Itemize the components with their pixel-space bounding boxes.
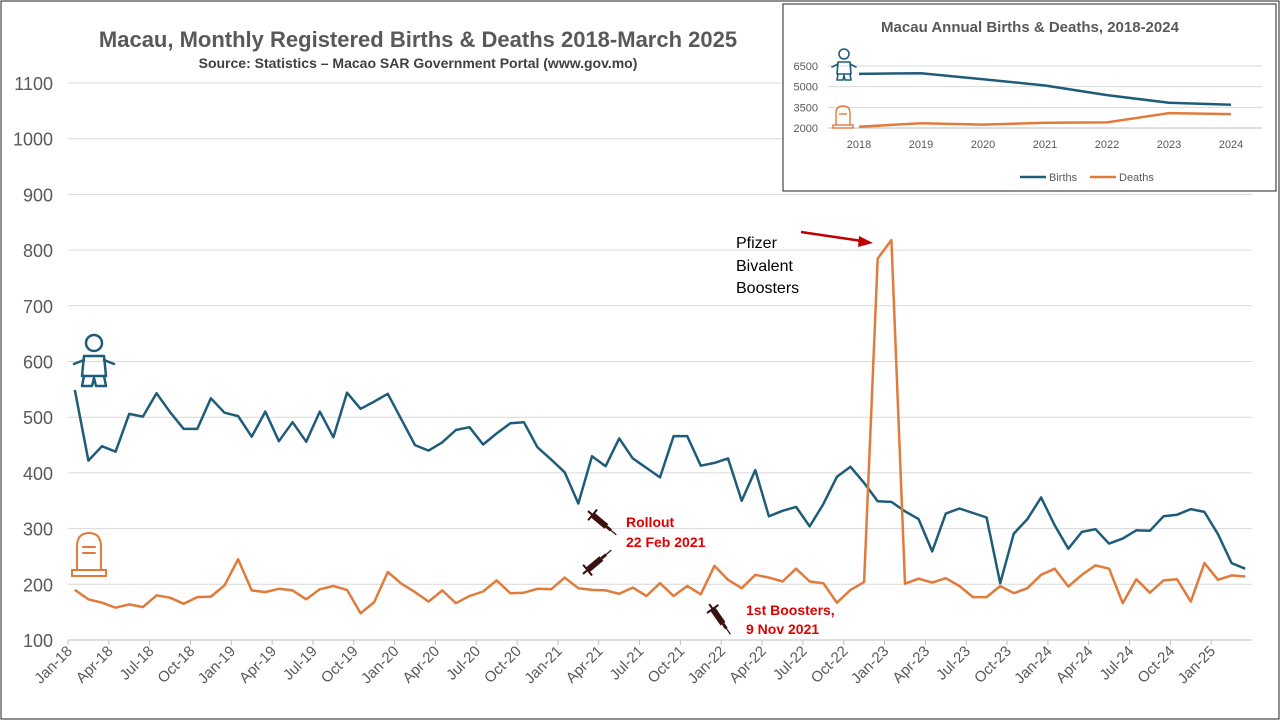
main-gridlines bbox=[68, 82, 1252, 641]
pfizer-annotation-line-2: Bivalent bbox=[736, 258, 793, 275]
legend-label-deaths: Deaths bbox=[1119, 172, 1154, 184]
main-y-tick-label: 500 bbox=[23, 408, 53, 428]
pfizer-annotation: Pfizer Bivalent Boosters bbox=[736, 230, 873, 297]
inset-y-tick-labels: 2000 3500 5000 6500 bbox=[794, 61, 818, 135]
inset-x-tick-labels: 2018 2019 2020 2021 2022 2023 2024 bbox=[847, 139, 1243, 151]
inset-series-line-deaths bbox=[858, 111, 1232, 129]
main-y-tick-label: 1000 bbox=[13, 130, 53, 150]
inset-x-tick-label: 2024 bbox=[1219, 139, 1243, 151]
gravestone-icon bbox=[71, 531, 107, 577]
boosters-annotation-line-1: 1st Boosters, bbox=[746, 602, 835, 618]
inset-x-tick-label: 2023 bbox=[1157, 139, 1181, 151]
main-chart-title: Macau, Monthly Registered Births & Death… bbox=[99, 27, 737, 52]
main-y-tick-label: 100 bbox=[23, 631, 53, 651]
inset-chart: Macau Annual Births & Deaths, 2018-2024 … bbox=[782, 3, 1277, 192]
inset-y-tick-label: 3500 bbox=[794, 102, 818, 114]
pfizer-annotation-line-3: Boosters bbox=[736, 280, 799, 297]
syringe-icon bbox=[582, 549, 612, 577]
rollout-annotation-line-2: 22 Feb 2021 bbox=[626, 534, 706, 550]
main-y-tick-label: 800 bbox=[23, 241, 53, 261]
inset-y-tick-label: 5000 bbox=[794, 82, 818, 94]
inset-series-lines bbox=[858, 71, 1232, 129]
pfizer-arrow bbox=[800, 230, 863, 243]
boosters-annotation: 1st Boosters, 9 Nov 2021 bbox=[746, 602, 835, 637]
inset-x-tick-label: 2019 bbox=[909, 139, 933, 151]
series-line-births bbox=[73, 389, 1246, 585]
pfizer-arrow-head bbox=[858, 236, 873, 247]
baby-icon bbox=[72, 333, 116, 388]
inset-series-line-births bbox=[858, 71, 1232, 106]
inset-x-tick-label: 2020 bbox=[971, 139, 995, 151]
main-y-tick-label: 200 bbox=[23, 575, 53, 595]
main-y-tick-label: 700 bbox=[23, 297, 53, 317]
inset-baby-icon bbox=[831, 48, 857, 81]
main-y-tick-label: 600 bbox=[23, 353, 53, 373]
main-y-tick-labels: 100 200 300 400 500 600 700 800 900 1000 1100 bbox=[13, 74, 53, 651]
syringe-icon bbox=[706, 603, 731, 635]
rollout-annotation-line-1: Rollout bbox=[626, 514, 675, 530]
inset-x-tick-label: 2021 bbox=[1033, 139, 1057, 151]
boosters-annotation-line-2: 9 Nov 2021 bbox=[746, 621, 819, 637]
inset-y-tick-label: 2000 bbox=[794, 123, 818, 135]
main-series-lines bbox=[73, 238, 1246, 615]
inset-gravestone-icon bbox=[832, 105, 854, 129]
inset-x-tick-label: 2018 bbox=[847, 139, 871, 151]
main-y-tick-label: 300 bbox=[23, 520, 53, 540]
pfizer-annotation-line-1: Pfizer bbox=[736, 235, 778, 252]
legend-label-births: Births bbox=[1049, 172, 1078, 184]
inset-chart-title: Macau Annual Births & Deaths, 2018-2024 bbox=[881, 19, 1180, 36]
main-y-tick-label: 1100 bbox=[14, 74, 53, 94]
syringe-icon bbox=[587, 508, 617, 536]
main-y-tick-label: 400 bbox=[23, 464, 53, 484]
main-y-tick-label: 900 bbox=[23, 185, 53, 205]
inset-y-tick-label: 6500 bbox=[794, 61, 818, 73]
inset-chart-frame bbox=[782, 3, 1277, 192]
inset-legend: Births Deaths bbox=[1020, 172, 1154, 184]
main-chart-subtitle: Source: Statistics – Macao SAR Governmen… bbox=[199, 55, 638, 71]
series-line-deaths bbox=[74, 238, 1246, 615]
inset-x-tick-label: 2022 bbox=[1095, 139, 1119, 151]
rollout-annotation: Rollout 22 Feb 2021 bbox=[626, 514, 706, 550]
